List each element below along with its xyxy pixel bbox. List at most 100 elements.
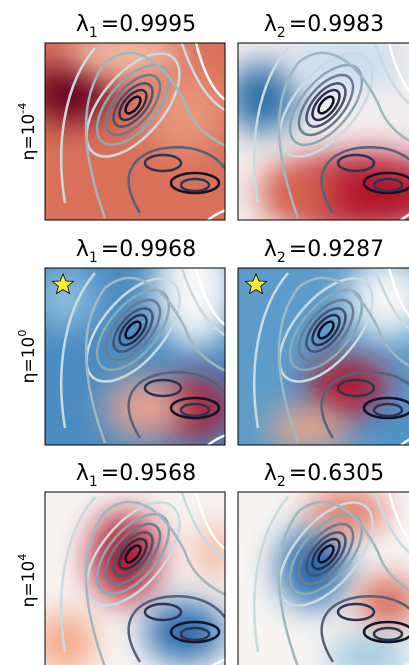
contour bbox=[118, 88, 148, 122]
title-value: =0.9995 bbox=[101, 12, 196, 37]
contour bbox=[95, 63, 171, 147]
title-symbol: λ bbox=[264, 12, 277, 37]
contour bbox=[104, 522, 162, 586]
contour bbox=[143, 153, 183, 173]
row-label: η=104 bbox=[16, 554, 39, 608]
contour bbox=[194, 268, 225, 445]
contour bbox=[278, 52, 374, 158]
title-subscript: 1 bbox=[89, 250, 98, 266]
title-symbol: λ bbox=[264, 237, 277, 262]
contour bbox=[278, 501, 374, 607]
contour bbox=[179, 402, 211, 418]
title-subscript: 2 bbox=[277, 250, 286, 266]
contour bbox=[278, 277, 374, 383]
contour bbox=[124, 544, 142, 564]
contour bbox=[253, 492, 409, 653]
contour bbox=[95, 512, 171, 596]
contour bbox=[95, 288, 171, 372]
panel bbox=[237, 491, 409, 665]
row-label-exponent: 0 bbox=[16, 330, 29, 337]
title-value: =0.9983 bbox=[289, 12, 384, 37]
contour bbox=[320, 370, 409, 439]
title-subscript: 1 bbox=[89, 25, 98, 41]
title-value: =0.6305 bbox=[289, 461, 384, 486]
panel-title: λ2 =0.6305 bbox=[264, 461, 384, 490]
contour bbox=[179, 626, 211, 642]
contour bbox=[85, 52, 181, 158]
contour bbox=[169, 396, 221, 420]
contour bbox=[112, 82, 154, 128]
contour bbox=[305, 531, 347, 577]
contour bbox=[317, 544, 335, 564]
contour bbox=[127, 370, 225, 439]
contour bbox=[127, 594, 225, 663]
heatmap-blob bbox=[358, 577, 409, 627]
row-label: η=100 bbox=[16, 330, 39, 384]
contour bbox=[179, 177, 211, 193]
heatmap-blob bbox=[268, 408, 348, 445]
panel bbox=[44, 491, 226, 665]
contour bbox=[362, 171, 409, 195]
panel-title: λ1 =0.9568 bbox=[76, 461, 196, 490]
panel-title: λ2 =0.9287 bbox=[264, 237, 384, 266]
title-value: =0.9287 bbox=[289, 237, 384, 262]
title-symbol: λ bbox=[76, 12, 89, 37]
contour bbox=[143, 378, 183, 398]
contour bbox=[317, 320, 335, 340]
row-label-base: η=10 bbox=[19, 337, 39, 384]
contour bbox=[387, 43, 409, 220]
contour bbox=[84, 276, 225, 444]
contour bbox=[277, 51, 409, 219]
panel-content bbox=[45, 268, 225, 445]
panel-content bbox=[238, 268, 409, 445]
panel bbox=[44, 267, 226, 446]
heatmap-blob bbox=[45, 612, 95, 665]
contour bbox=[362, 396, 409, 420]
contour bbox=[311, 537, 341, 571]
title-value: =0.9568 bbox=[101, 461, 196, 486]
contour bbox=[320, 145, 409, 214]
contour bbox=[169, 620, 221, 644]
panel-content bbox=[45, 43, 225, 220]
contour bbox=[297, 522, 355, 586]
title-subscript: 2 bbox=[277, 474, 286, 490]
contour bbox=[277, 276, 409, 444]
contour bbox=[372, 177, 404, 193]
contour bbox=[194, 492, 225, 665]
contour bbox=[362, 620, 409, 644]
contour bbox=[84, 500, 225, 665]
contour bbox=[112, 531, 154, 577]
title-symbol: λ bbox=[76, 237, 89, 262]
contour bbox=[253, 43, 409, 204]
contour bbox=[288, 288, 364, 372]
panel-content bbox=[238, 43, 409, 220]
contour bbox=[288, 512, 364, 596]
title-symbol: λ bbox=[76, 461, 89, 486]
panel-frame bbox=[237, 491, 409, 665]
contour bbox=[104, 298, 162, 362]
row-label-base: η=10 bbox=[19, 561, 39, 608]
title-subscript: 1 bbox=[89, 474, 98, 490]
contour bbox=[336, 378, 376, 398]
contour bbox=[320, 594, 409, 663]
panel-title: λ1 =0.9968 bbox=[76, 237, 196, 266]
panel bbox=[237, 267, 409, 446]
panel-title: λ1 =0.9995 bbox=[76, 12, 196, 41]
contour bbox=[169, 171, 221, 195]
heatmap-blob bbox=[145, 602, 225, 662]
title-subscript: 2 bbox=[277, 25, 286, 41]
row-label-exponent: -4 bbox=[16, 103, 29, 114]
contour bbox=[60, 43, 225, 204]
contour bbox=[127, 145, 225, 214]
star-marker bbox=[244, 272, 268, 295]
contour bbox=[85, 501, 181, 607]
contour bbox=[60, 492, 225, 653]
contour bbox=[336, 602, 376, 622]
contour bbox=[317, 95, 335, 115]
contour bbox=[124, 95, 142, 115]
contour bbox=[372, 626, 404, 642]
panel bbox=[44, 42, 226, 221]
contour bbox=[277, 500, 409, 665]
contour bbox=[387, 268, 409, 445]
star-marker bbox=[51, 272, 75, 295]
